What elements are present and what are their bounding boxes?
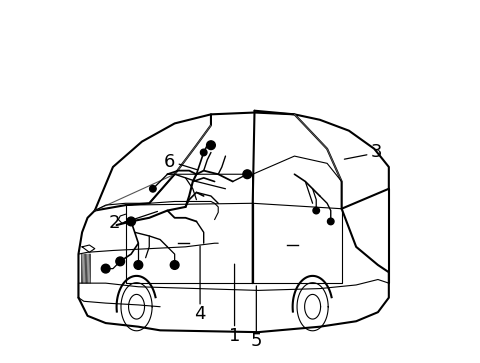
Circle shape [313, 207, 320, 214]
Circle shape [170, 261, 179, 269]
Text: 4: 4 [194, 305, 206, 323]
Text: 2: 2 [109, 214, 120, 232]
Text: 6: 6 [164, 152, 175, 171]
Circle shape [134, 261, 143, 269]
Circle shape [101, 264, 110, 273]
Circle shape [206, 141, 216, 150]
Text: 5: 5 [251, 332, 262, 350]
Circle shape [243, 170, 252, 179]
Text: 3: 3 [371, 143, 382, 162]
Circle shape [127, 217, 135, 226]
Circle shape [201, 149, 207, 156]
Text: 1: 1 [229, 327, 240, 345]
Circle shape [116, 257, 125, 266]
Circle shape [327, 218, 334, 225]
Circle shape [150, 185, 156, 192]
